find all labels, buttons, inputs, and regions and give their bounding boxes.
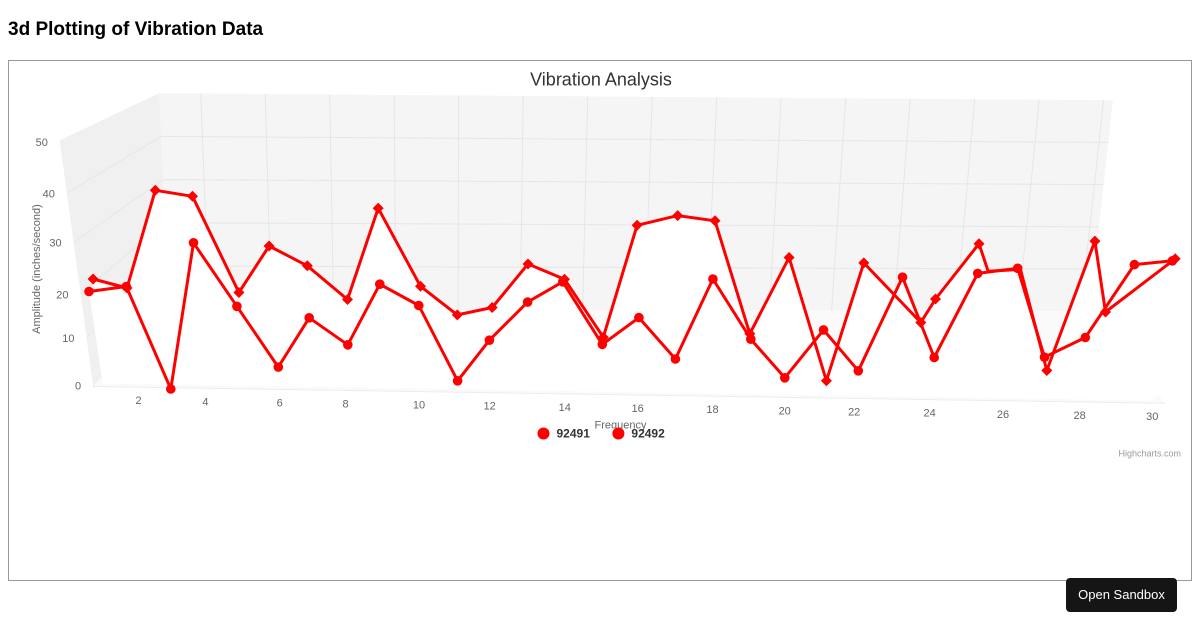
svg-text:Frequency: Frequency bbox=[595, 420, 647, 432]
svg-text:Amplitude (inches/second): Amplitude (inches/second) bbox=[31, 204, 43, 334]
svg-text:30: 30 bbox=[49, 237, 61, 249]
svg-text:0: 0 bbox=[75, 381, 81, 393]
svg-text:92491: 92491 bbox=[557, 427, 591, 441]
svg-text:6: 6 bbox=[277, 397, 283, 409]
svg-text:20: 20 bbox=[779, 405, 791, 417]
svg-text:Highcharts.com: Highcharts.com bbox=[1118, 449, 1181, 459]
svg-text:12: 12 bbox=[483, 401, 495, 413]
svg-text:Vibration Analysis: Vibration Analysis bbox=[530, 70, 672, 90]
svg-text:8: 8 bbox=[343, 399, 349, 411]
svg-text:26: 26 bbox=[997, 409, 1009, 421]
svg-text:10: 10 bbox=[413, 400, 425, 412]
svg-text:4: 4 bbox=[202, 396, 208, 408]
svg-text:30: 30 bbox=[1146, 411, 1158, 423]
svg-text:2: 2 bbox=[135, 395, 141, 407]
svg-text:20: 20 bbox=[56, 290, 68, 302]
svg-text:40: 40 bbox=[43, 189, 55, 201]
svg-text:16: 16 bbox=[631, 403, 643, 415]
svg-text:24: 24 bbox=[923, 408, 935, 420]
svg-text:22: 22 bbox=[848, 406, 860, 418]
svg-text:10: 10 bbox=[62, 333, 74, 345]
svg-text:14: 14 bbox=[559, 402, 571, 414]
svg-text:92492: 92492 bbox=[631, 427, 665, 441]
svg-text:50: 50 bbox=[36, 137, 48, 149]
svg-text:18: 18 bbox=[706, 404, 718, 416]
svg-text:28: 28 bbox=[1073, 410, 1085, 422]
